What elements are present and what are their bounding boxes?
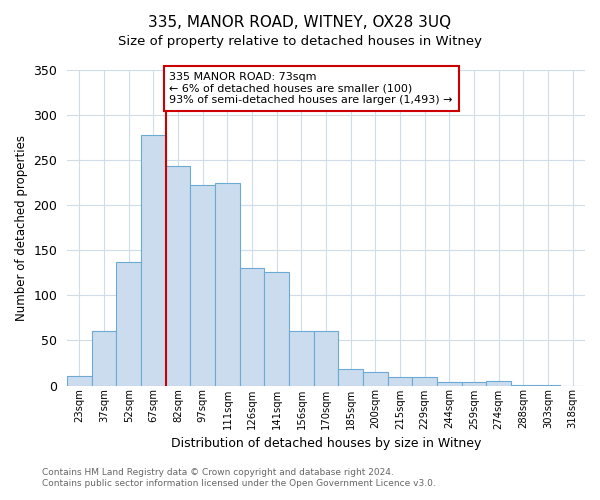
Text: Contains HM Land Registry data © Crown copyright and database right 2024.
Contai: Contains HM Land Registry data © Crown c…	[42, 468, 436, 487]
Bar	[536, 384, 560, 386]
Y-axis label: Number of detached properties: Number of detached properties	[15, 135, 28, 321]
Bar	[265, 272, 289, 386]
Bar	[289, 330, 314, 386]
Bar	[388, 378, 412, 386]
Bar	[67, 376, 92, 386]
Text: 335, MANOR ROAD, WITNEY, OX28 3UQ: 335, MANOR ROAD, WITNEY, OX28 3UQ	[148, 15, 452, 30]
Bar	[511, 384, 536, 386]
Bar	[116, 262, 141, 386]
Bar	[141, 135, 166, 386]
Bar	[363, 372, 388, 386]
Bar	[92, 332, 116, 386]
Bar	[314, 330, 338, 386]
Bar	[338, 370, 363, 386]
Bar	[190, 186, 215, 386]
Bar	[437, 382, 462, 386]
Bar	[240, 268, 265, 386]
Bar	[487, 381, 511, 386]
Bar	[215, 182, 240, 386]
Text: 335 MANOR ROAD: 73sqm
← 6% of detached houses are smaller (100)
93% of semi-deta: 335 MANOR ROAD: 73sqm ← 6% of detached h…	[169, 72, 453, 105]
Bar	[412, 378, 437, 386]
Text: Size of property relative to detached houses in Witney: Size of property relative to detached ho…	[118, 35, 482, 48]
Bar	[462, 382, 487, 386]
Bar	[166, 166, 190, 386]
X-axis label: Distribution of detached houses by size in Witney: Distribution of detached houses by size …	[171, 437, 481, 450]
